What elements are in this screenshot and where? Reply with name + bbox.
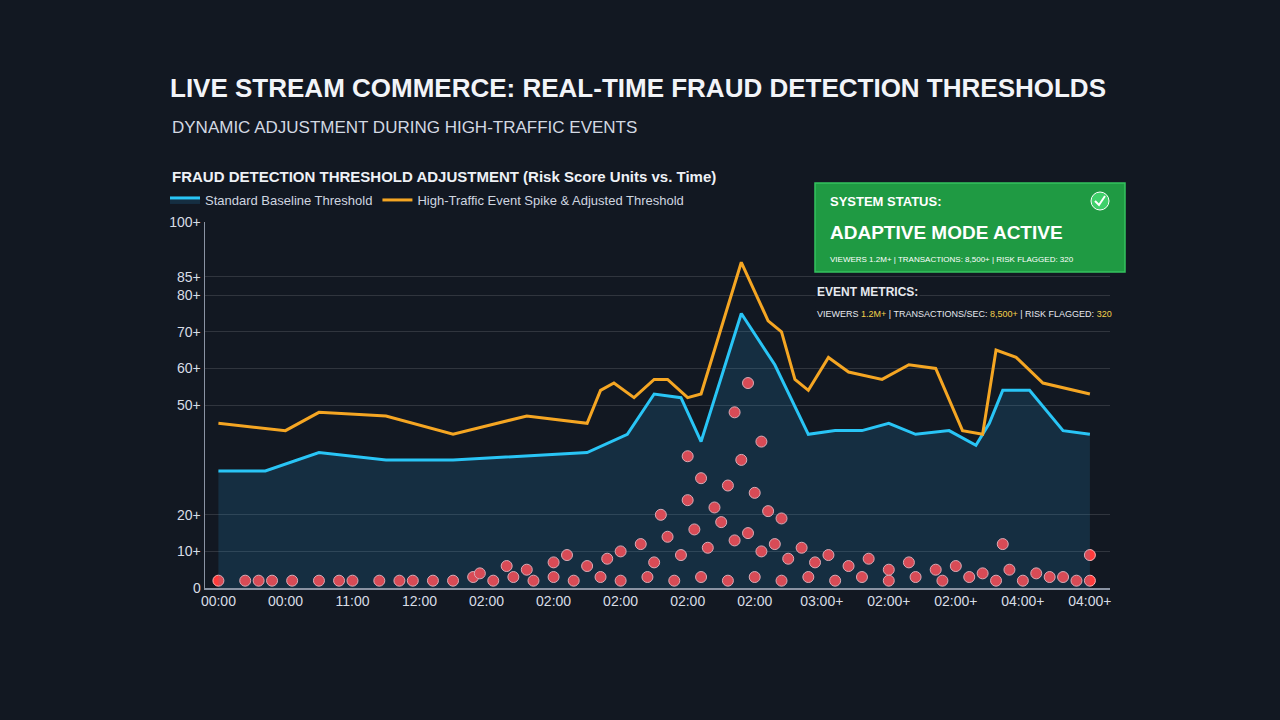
svg-text:100+: 100+ xyxy=(169,214,201,230)
svg-text:20+: 20+ xyxy=(177,507,201,523)
svg-text:EVENT METRICS:: EVENT METRICS: xyxy=(817,285,918,299)
svg-text:04:00+: 04:00+ xyxy=(1001,593,1044,609)
svg-text:02:00+: 02:00+ xyxy=(867,593,910,609)
svg-text:LIVE STREAM COMMERCE: REAL-TIM: LIVE STREAM COMMERCE: REAL-TIME FRAUD DE… xyxy=(170,73,1106,103)
svg-text:DYNAMIC ADJUSTMENT DURING HIGH: DYNAMIC ADJUSTMENT DURING HIGH-TRAFFIC E… xyxy=(172,118,637,137)
svg-text:Standard Baseline Threshold: Standard Baseline Threshold xyxy=(205,193,372,208)
svg-text:03:00+: 03:00+ xyxy=(800,593,843,609)
svg-text:SYSTEM STATUS:: SYSTEM STATUS: xyxy=(830,194,941,209)
svg-text:VIEWERS 1.2M+ | TRANSACTIONS:: VIEWERS 1.2M+ | TRANSACTIONS: 8,500+ | R… xyxy=(830,255,1074,264)
svg-text:85+: 85+ xyxy=(177,269,201,285)
svg-text:02:00: 02:00 xyxy=(670,593,705,609)
svg-text:02:00: 02:00 xyxy=(469,593,504,609)
svg-text:High-Traffic Event Spike & Adj: High-Traffic Event Spike & Adjusted Thre… xyxy=(417,193,683,208)
svg-text:12:00: 12:00 xyxy=(402,593,437,609)
svg-text:VIEWERS 1.2M+ | TRANSACTIONS/S: VIEWERS 1.2M+ | TRANSACTIONS/SEC: 8,500+… xyxy=(817,309,1112,319)
svg-text:00:00: 00:00 xyxy=(268,593,303,609)
svg-text:00:00: 00:00 xyxy=(201,593,236,609)
svg-text:ADAPTIVE MODE ACTIVE: ADAPTIVE MODE ACTIVE xyxy=(830,222,1063,243)
svg-text:02:00: 02:00 xyxy=(603,593,638,609)
svg-text:FRAUD DETECTION THRESHOLD ADJU: FRAUD DETECTION THRESHOLD ADJUSTMENT (Ri… xyxy=(172,168,716,185)
svg-text:70+: 70+ xyxy=(177,324,201,340)
svg-text:0: 0 xyxy=(193,580,201,596)
svg-text:60+: 60+ xyxy=(177,360,201,376)
svg-text:02:00: 02:00 xyxy=(536,593,571,609)
svg-text:11:00: 11:00 xyxy=(335,593,369,609)
svg-text:10+: 10+ xyxy=(177,543,201,559)
svg-text:04:00+: 04:00+ xyxy=(1068,593,1111,609)
svg-text:02:00+: 02:00+ xyxy=(934,593,977,609)
svg-text:02:00: 02:00 xyxy=(737,593,772,609)
svg-text:80+: 80+ xyxy=(177,287,201,303)
svg-text:50+: 50+ xyxy=(177,397,201,413)
